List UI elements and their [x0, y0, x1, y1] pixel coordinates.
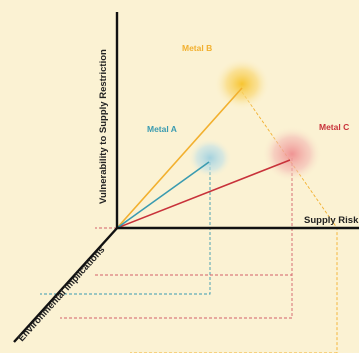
metal-b-vector — [116, 87, 243, 229]
metal-vectors — [116, 87, 291, 229]
metal-a-vector — [116, 161, 210, 229]
metal-b-label: Metal B — [182, 43, 212, 53]
metal-b-glow — [214, 58, 270, 110]
horizontal-axis-label: Supply Risk — [304, 215, 359, 226]
metal-c-glow — [262, 126, 322, 182]
axes — [13, 12, 359, 343]
vertical-axis-label: Vulnerability to Supply Restriction — [98, 49, 109, 204]
metal-a-glow — [188, 138, 232, 178]
depth-axis-label: Environmental Implications — [16, 244, 107, 344]
metal-c-vector — [116, 159, 291, 229]
metal-c-label: Metal C — [319, 122, 349, 132]
projection-metal-a — [40, 162, 211, 295]
depth-axis — [13, 226, 119, 343]
projection-metal-c — [60, 158, 293, 319]
metal-a-label: Metal A — [147, 124, 177, 134]
